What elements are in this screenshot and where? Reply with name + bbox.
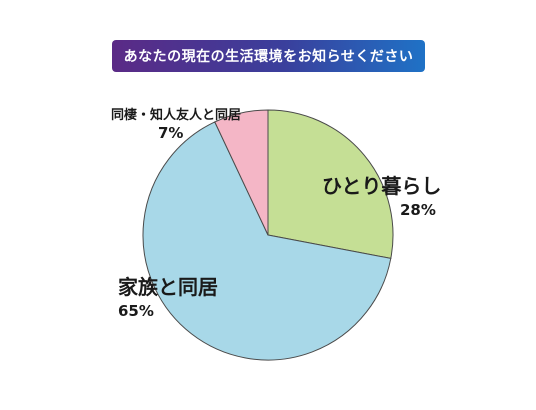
pie-slice-with-family	[142, 121, 392, 361]
slice-label-with-family: 家族と同居	[118, 275, 218, 299]
slice-percent-cohabiting: 7%	[158, 124, 184, 142]
slice-label-living-alone: ひとり暮らし	[322, 174, 442, 198]
chart-title: あなたの現在の生活環境をお知らせください	[112, 40, 425, 72]
slice-label-cohabiting: 同棲・知人友人と同居	[111, 108, 242, 123]
slice-percent-with-family: 65%	[118, 302, 154, 320]
pie-slice-cohabiting	[214, 109, 269, 236]
pie-slice-living-alone	[267, 109, 394, 260]
slice-percent-living-alone: 28%	[400, 201, 436, 219]
